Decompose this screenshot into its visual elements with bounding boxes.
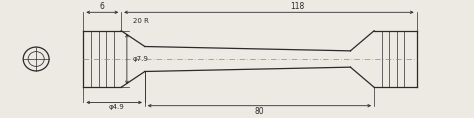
Text: 118: 118 [290,2,304,11]
Text: φ7.9: φ7.9 [133,56,148,62]
Text: 6: 6 [100,2,105,11]
Text: 20 R: 20 R [133,18,149,24]
Text: φ4.9: φ4.9 [109,104,124,110]
Text: 80: 80 [255,107,264,116]
